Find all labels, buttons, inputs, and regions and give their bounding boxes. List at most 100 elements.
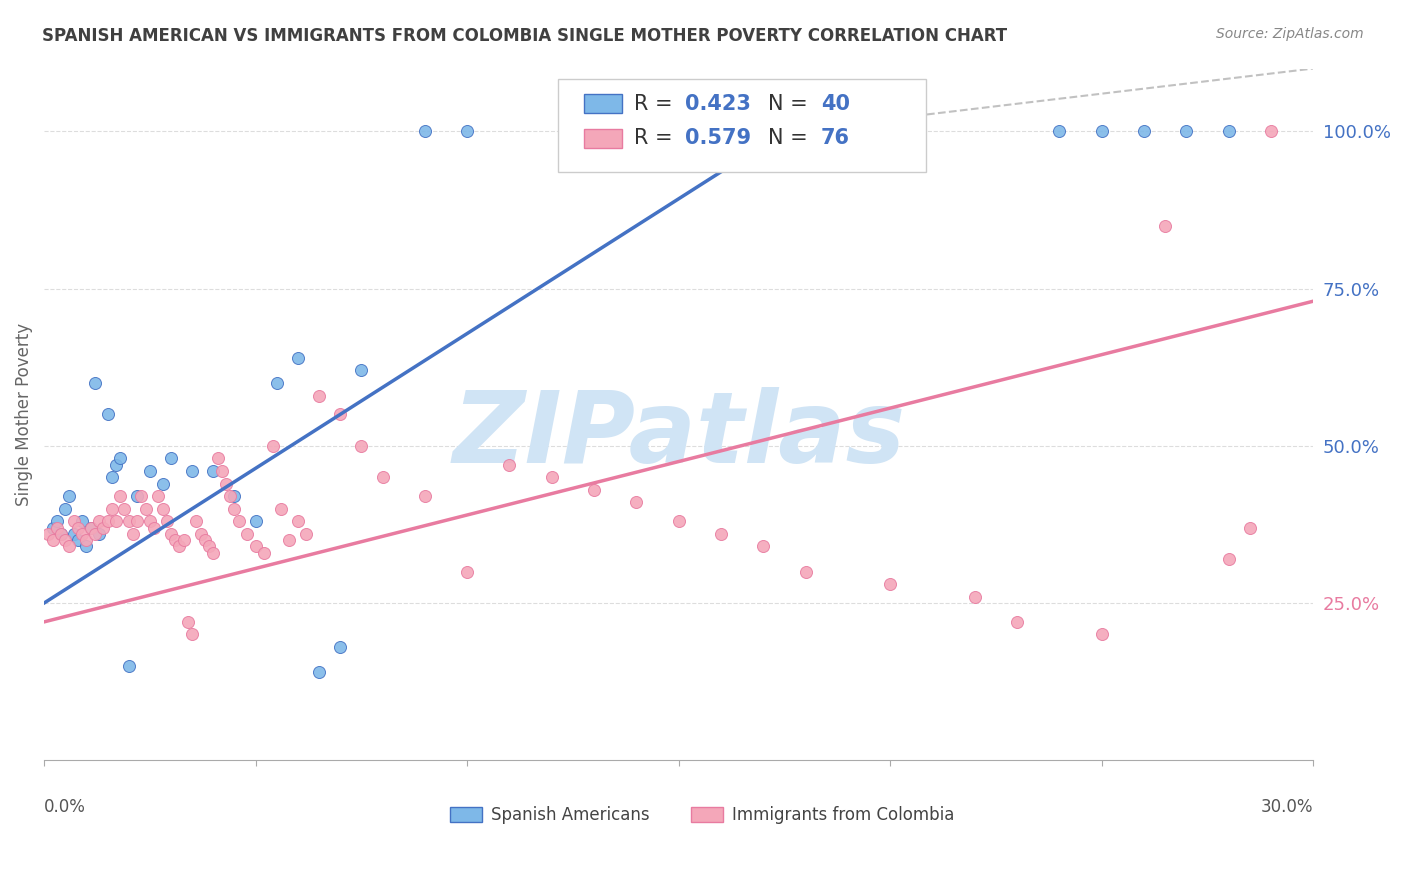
Point — [540, 470, 562, 484]
Text: 0.579: 0.579 — [685, 128, 751, 148]
Point — [1005, 615, 1028, 629]
Point — [752, 540, 775, 554]
Point — [135, 501, 157, 516]
Point — [329, 640, 352, 654]
Point — [1175, 124, 1198, 138]
Point — [75, 540, 97, 554]
Text: 30.0%: 30.0% — [1261, 798, 1313, 816]
Point — [114, 501, 136, 516]
Point — [110, 489, 132, 503]
Point — [97, 408, 120, 422]
Point — [1218, 552, 1240, 566]
Point — [295, 526, 318, 541]
Point — [710, 526, 733, 541]
Point — [215, 476, 238, 491]
Point — [1133, 124, 1156, 138]
Point — [75, 533, 97, 548]
Point — [49, 526, 72, 541]
Point — [1049, 124, 1071, 138]
Point — [160, 526, 183, 541]
Point — [173, 533, 195, 548]
Point — [266, 376, 288, 390]
Point — [224, 489, 246, 503]
Point — [87, 514, 110, 528]
Point — [118, 514, 141, 528]
Point — [626, 124, 648, 138]
Point — [1091, 627, 1114, 641]
Text: Source: ZipAtlas.com: Source: ZipAtlas.com — [1216, 27, 1364, 41]
Point — [413, 489, 436, 503]
Point — [270, 501, 292, 516]
Point — [181, 627, 204, 641]
Point — [41, 533, 63, 548]
Point — [139, 514, 162, 528]
Text: Immigrants from Colombia: Immigrants from Colombia — [733, 805, 955, 824]
Point — [350, 439, 373, 453]
Point — [224, 501, 246, 516]
Text: N =: N = — [768, 94, 814, 114]
Point — [122, 526, 145, 541]
FancyBboxPatch shape — [583, 95, 621, 113]
Text: 0.423: 0.423 — [685, 94, 751, 114]
Point — [152, 501, 174, 516]
Point — [211, 464, 233, 478]
Point — [963, 590, 986, 604]
Point — [83, 526, 105, 541]
Point — [62, 526, 84, 541]
Point — [148, 489, 170, 503]
FancyBboxPatch shape — [692, 807, 723, 822]
FancyBboxPatch shape — [450, 807, 482, 822]
Text: SPANISH AMERICAN VS IMMIGRANTS FROM COLOMBIA SINGLE MOTHER POVERTY CORRELATION C: SPANISH AMERICAN VS IMMIGRANTS FROM COLO… — [42, 27, 1007, 45]
Point — [1154, 219, 1177, 233]
Point — [91, 520, 114, 534]
Point — [118, 659, 141, 673]
Point — [58, 489, 80, 503]
Point — [710, 124, 733, 138]
Point — [97, 514, 120, 528]
Point — [202, 546, 225, 560]
Point — [308, 665, 330, 680]
Point — [1091, 124, 1114, 138]
Point — [58, 540, 80, 554]
FancyBboxPatch shape — [558, 78, 927, 172]
Point — [456, 124, 478, 138]
Point — [110, 451, 132, 466]
Point — [53, 533, 76, 548]
Point — [583, 483, 606, 497]
Point — [186, 514, 208, 528]
Text: N =: N = — [768, 128, 814, 148]
Point — [1218, 124, 1240, 138]
Point — [45, 514, 67, 528]
Point — [156, 514, 179, 528]
Point — [87, 526, 110, 541]
Text: ZIPatlas: ZIPatlas — [453, 386, 905, 483]
Point — [79, 520, 101, 534]
Point — [626, 495, 648, 509]
Point — [131, 489, 153, 503]
Point — [70, 526, 93, 541]
Point — [45, 520, 67, 534]
Point — [37, 526, 59, 541]
Point — [668, 514, 690, 528]
Point — [245, 514, 267, 528]
Point — [879, 124, 901, 138]
Point — [41, 520, 63, 534]
Text: Spanish Americans: Spanish Americans — [491, 805, 650, 824]
Point — [101, 501, 124, 516]
Point — [371, 470, 394, 484]
Text: 76: 76 — [821, 128, 849, 148]
Point — [350, 363, 373, 377]
Point — [181, 464, 204, 478]
Point — [1239, 520, 1261, 534]
Point — [879, 577, 901, 591]
Point — [287, 351, 309, 365]
Point — [278, 533, 301, 548]
Point — [236, 526, 259, 541]
Point — [66, 520, 89, 534]
Point — [794, 565, 817, 579]
Point — [207, 451, 229, 466]
Point — [127, 514, 149, 528]
Point — [70, 514, 93, 528]
Point — [53, 501, 76, 516]
Point — [287, 514, 309, 528]
